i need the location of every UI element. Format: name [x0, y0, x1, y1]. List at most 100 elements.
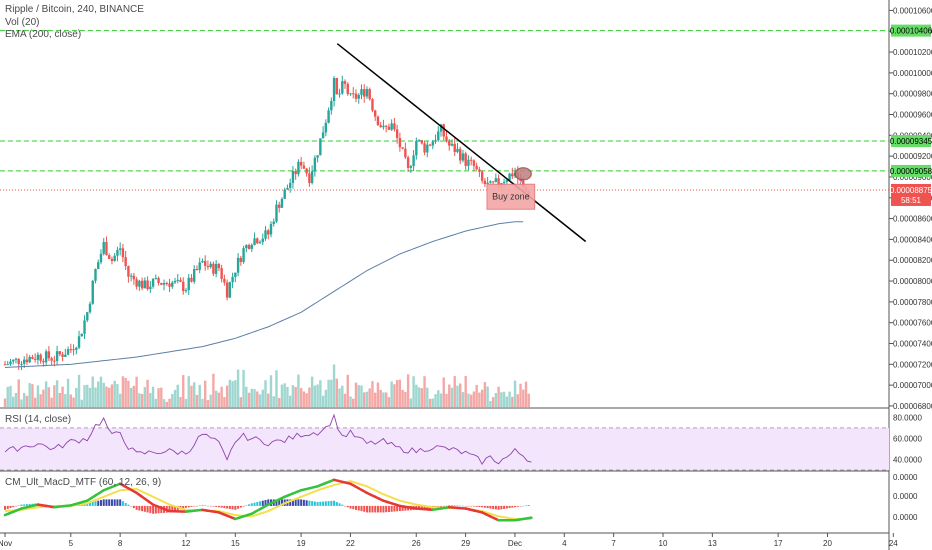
candle-body	[47, 351, 51, 359]
volume-bar	[250, 388, 253, 407]
volume-bar	[75, 387, 78, 407]
candle-body	[80, 333, 83, 337]
volume-bar	[398, 379, 402, 407]
macd-hist-bar	[514, 505, 517, 508]
candle-body	[327, 110, 330, 123]
macd-hist-bar	[440, 505, 443, 507]
candle-body	[6, 364, 9, 366]
volume-bar	[343, 393, 347, 407]
rsi-tick-label: 80.0000	[893, 413, 922, 422]
macd-hist-bar	[215, 505, 218, 507]
candle-body	[338, 93, 341, 95]
volume-bar	[439, 393, 443, 407]
macd-hist-bar	[113, 499, 116, 506]
volume-bar	[527, 393, 530, 407]
macd-hist-bar	[149, 505, 152, 514]
candle-body	[423, 143, 426, 153]
candle-body	[415, 140, 418, 156]
volume-bar	[25, 395, 29, 407]
macd-hist-bar	[511, 505, 514, 508]
candle-body	[395, 129, 399, 139]
candle-body	[456, 148, 459, 153]
candle-body	[448, 141, 451, 146]
macd-hist-bar	[264, 500, 267, 506]
level-badge-label: 0.00009058	[890, 167, 932, 176]
candle-body	[113, 255, 116, 261]
volume-bar	[275, 370, 278, 407]
candle-body	[480, 171, 484, 181]
candle-body	[135, 279, 138, 287]
candle-body	[50, 358, 53, 361]
volume-bar	[165, 401, 168, 407]
candle-body	[149, 286, 152, 290]
volume-bar	[486, 386, 489, 407]
candle-body	[406, 157, 410, 168]
volume-bar	[9, 385, 12, 407]
macd-hist-bar	[319, 501, 322, 506]
volume-bar	[349, 396, 352, 407]
volume-bar	[151, 386, 155, 407]
x-tick-label: 26	[412, 539, 421, 548]
macd-hist-bar	[341, 504, 344, 506]
candle-body	[486, 182, 489, 185]
macd-hist-bar	[333, 500, 336, 506]
volume-bar	[44, 381, 48, 407]
volume-bar	[239, 397, 243, 407]
volume-bar	[511, 396, 514, 407]
candle-body	[505, 180, 509, 182]
candle-body	[17, 358, 20, 365]
volume-bar	[283, 383, 286, 407]
volume-bar	[387, 397, 391, 407]
x-tick-label: 15	[231, 539, 240, 548]
macd-hist-bar	[226, 505, 229, 509]
candle-body	[368, 89, 371, 100]
macd-hist-bar	[360, 505, 363, 512]
candle-body	[250, 244, 253, 249]
volume-bar	[357, 385, 360, 407]
y-tick-label: 0.00006800	[893, 402, 932, 411]
volume-bar	[269, 375, 273, 407]
macd-hist-bar	[396, 505, 399, 512]
candle-body	[118, 248, 122, 250]
macd-label: CM_Ult_MacD_MTF (60, 12, 26, 9)	[5, 477, 162, 488]
volume-bar	[478, 392, 481, 407]
macd-hist-bar	[426, 505, 429, 509]
volume-bar	[278, 398, 281, 407]
volume-bar	[261, 389, 264, 407]
volume-bar	[308, 387, 311, 407]
macd-hist-bar	[448, 505, 451, 506]
volume-bar	[58, 393, 62, 407]
candle-body	[154, 278, 158, 280]
volume-bar	[140, 394, 144, 407]
volume-legend: Vol (20)	[5, 17, 40, 28]
macd-hist-bar	[206, 505, 209, 507]
y-tick-label: 0.00008400	[893, 235, 932, 244]
macd-hist-bar	[201, 505, 204, 506]
candle-body	[206, 265, 210, 268]
candle-body	[502, 181, 506, 184]
macd-hist-bar	[132, 505, 135, 509]
x-tick-label: 12	[181, 539, 190, 548]
macd-hist-bar	[442, 505, 445, 507]
candle-body	[245, 245, 248, 249]
y-tick-label: 0.00008600	[893, 215, 932, 224]
candle-body	[193, 268, 196, 282]
volume-bar	[28, 383, 31, 407]
y-tick-label: 0.00009200	[893, 152, 932, 161]
volume-bar	[442, 377, 445, 407]
candle-body	[267, 230, 270, 235]
macd-hist-bar	[300, 499, 303, 506]
candle-body	[42, 360, 45, 363]
macd-hist-bar	[212, 505, 215, 507]
candle-body	[132, 275, 136, 280]
macd-hist-bar	[261, 500, 264, 506]
candle-body	[36, 354, 40, 360]
candle-body	[324, 122, 328, 133]
candle-body	[223, 278, 226, 283]
candle-body	[316, 155, 319, 158]
macd-hist-bar	[393, 505, 396, 512]
macd-hist-bar	[486, 505, 489, 509]
macd-hist-bar	[346, 505, 349, 508]
volume-bar	[464, 375, 467, 407]
